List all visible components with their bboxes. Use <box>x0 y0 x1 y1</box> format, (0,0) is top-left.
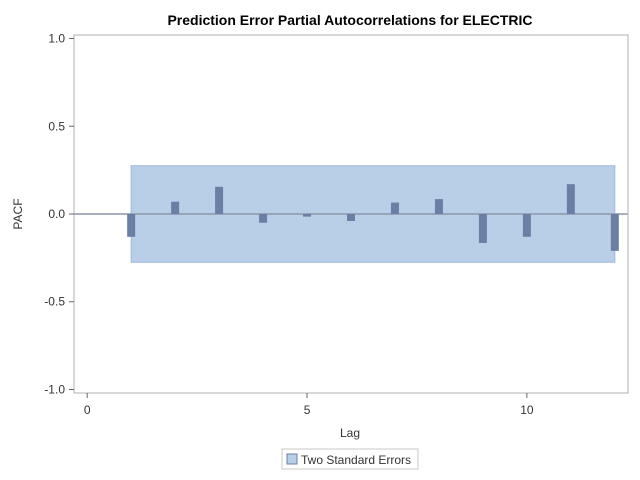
pacf-bar-lag-12 <box>610 214 619 251</box>
pacf-bar-lag-5 <box>303 214 312 217</box>
pacf-bar-lag-7 <box>390 202 399 214</box>
y-tick-label: -0.5 <box>44 295 65 309</box>
pacf-bar-lag-10 <box>522 214 531 237</box>
legend-swatch <box>286 453 298 465</box>
pacf-bar-lag-3 <box>215 186 224 214</box>
y-tick-label: 0.0 <box>48 207 65 221</box>
x-tick-label: 0 <box>84 403 91 417</box>
pacf-bar-lag-2 <box>171 201 180 214</box>
legend-box <box>281 448 419 470</box>
pacf-bar-lag-6 <box>347 214 355 222</box>
y-axis-ticks: -1.0 -0.5 0.0 0.5 1.0 <box>44 32 74 396</box>
pacf-bar-lag-8 <box>434 199 443 214</box>
pacf-bar-lag-9 <box>478 214 487 243</box>
y-tick-label: -1.0 <box>44 382 65 396</box>
bars-layer <box>127 184 619 251</box>
pacf-bar-lag-1 <box>127 214 136 237</box>
x-axis-ticks: 0 5 10 <box>84 393 534 417</box>
y-tick-label: 1.0 <box>48 32 65 46</box>
legend-label: Two Standard Errors <box>301 453 411 467</box>
legend: Two Standard Errors <box>281 448 419 470</box>
x-tick-label: 10 <box>520 403 534 417</box>
pacf-bar-lag-4 <box>259 214 268 223</box>
x-tick-label: 5 <box>304 403 311 417</box>
chart-title: Prediction Error Partial Autocorrelation… <box>167 12 532 28</box>
y-tick-label: 0.5 <box>48 119 65 133</box>
pacf-bar-lag-11 <box>566 184 575 214</box>
x-axis-label: Lag <box>340 426 360 440</box>
y-axis-label: PACF <box>11 198 25 229</box>
